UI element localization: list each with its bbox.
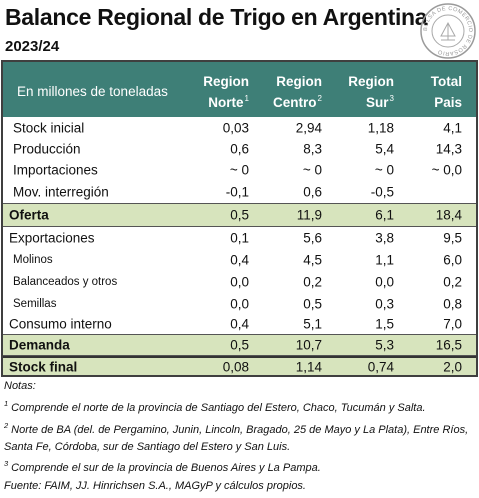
column-header-norte: Region Norte1 bbox=[203, 74, 249, 110]
seal-emblem-icon: BOLSA DE COMERCIO DE ROSARIO BOLSA DE CO… bbox=[419, 2, 477, 60]
table-row-produccion: Producción 0,6 8,3 5,4 14,3 bbox=[13, 141, 462, 156]
page-title: Balance Regional de Trigo en Argentina bbox=[5, 4, 428, 30]
campaign-subtitle: 2023/24 bbox=[5, 38, 60, 55]
table-row-stock-final: Stock final 0,08 1,14 0,74 2,0 bbox=[3, 356, 476, 375]
table-row-demanda: Demanda 0,5 10,7 5,3 16,5 bbox=[3, 334, 476, 356]
notes-heading: Notas: bbox=[4, 380, 36, 392]
table-row-exportaciones: Exportaciones 0,1 5,6 3,8 9,5 bbox=[9, 230, 462, 246]
table-header: En millones de toneladas Region Norte1 R… bbox=[3, 62, 476, 117]
table-row-balanceados: Balanceados y otros 0,0 0,2 0,0 0,2 bbox=[13, 274, 462, 290]
column-header-total: Total Pais bbox=[430, 74, 462, 110]
units-label: En millones de toneladas bbox=[17, 84, 168, 99]
footnote-1: 1 Comprende el norte de la provincia de S… bbox=[4, 399, 426, 414]
column-header-centro: Region Centro2 bbox=[273, 74, 322, 110]
table-row-molinos: Molinos 0,4 4,5 1,1 6,0 bbox=[13, 252, 462, 268]
table-row-semillas: Semillas 0,0 0,5 0,3 0,8 bbox=[13, 296, 462, 311]
footnote-3: 3 Comprende el sur de la provincia de Bue… bbox=[4, 459, 321, 474]
table-row-consumo-interno: Consumo interno 0,4 5,1 1,5 7,0 bbox=[9, 316, 462, 332]
wheat-balance-table: En millones de toneladas Region Norte1 R… bbox=[1, 60, 478, 377]
source-note: Fuente: FAIM, JJ. Hinrichsen S.A., MAGyP… bbox=[4, 480, 306, 492]
footnote-2: 2 Norte de BA (del. de Pergamino, Junin, … bbox=[4, 421, 469, 453]
table-row-mov-interregion: Mov. interregión -0,1 0,6 -0,5 bbox=[13, 184, 394, 199]
table-row-stock-inicial: Stock inicial 0,03 2,94 1,18 4,1 bbox=[13, 120, 462, 135]
table-row-oferta: Oferta 0,5 11,9 6,1 18,4 bbox=[3, 203, 476, 227]
column-header-sur: Region Sur3 bbox=[348, 74, 394, 110]
table-row-importaciones: Importaciones ~ 0 ~ 0 ~ 0 ~ 0,0 bbox=[13, 162, 462, 177]
